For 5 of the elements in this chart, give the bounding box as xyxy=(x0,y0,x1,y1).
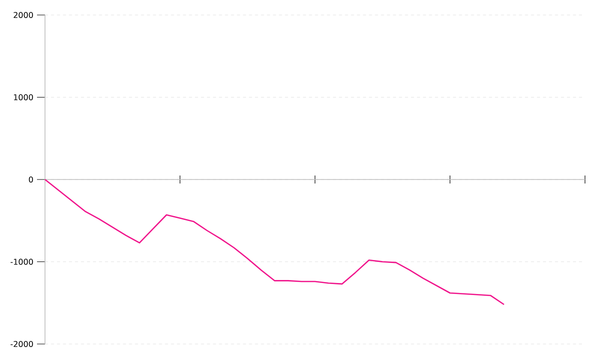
y-tick-label: -1000 xyxy=(10,258,33,265)
y-tick-label: 2000 xyxy=(14,12,33,18)
y-tick-label: -2000 xyxy=(10,340,33,348)
y-tick-label: 0 xyxy=(28,176,33,183)
y-tick-label: 1000 xyxy=(14,94,33,100)
